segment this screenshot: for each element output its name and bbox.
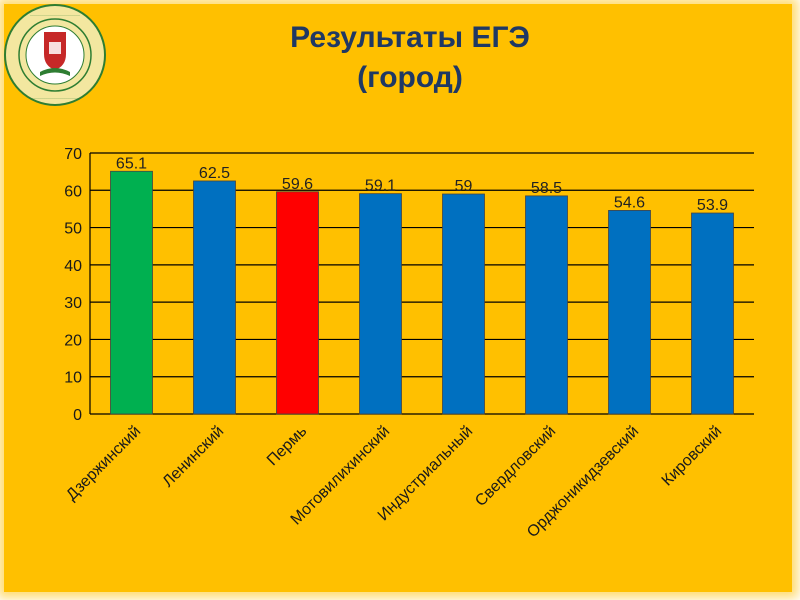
y-tick-label: 10: [64, 370, 82, 387]
svg-text:·························: ·························: [30, 96, 80, 102]
data-label: 59: [455, 178, 473, 195]
bar-8: [691, 212, 734, 415]
bar-7: [608, 210, 651, 415]
data-label: 62.5: [199, 165, 230, 182]
svg-text:·························: ·························: [30, 13, 80, 19]
data-label: 59.1: [365, 178, 396, 195]
x-category-label: Дзержинский: [63, 423, 144, 504]
data-label: 65.1: [116, 155, 147, 172]
x-category-label: Свердловский: [472, 423, 559, 510]
title-line-1: Результаты ЕГЭ: [290, 21, 530, 54]
bar-2: [193, 180, 236, 415]
y-tick-label: 70: [64, 146, 82, 163]
bar-4: [359, 193, 402, 415]
x-category-label: Ленинский: [160, 423, 228, 491]
data-label: 54.6: [614, 194, 645, 211]
y-tick-label: 40: [64, 258, 82, 275]
data-label: 53.9: [697, 197, 728, 214]
x-category-label: Пермь: [264, 423, 310, 469]
y-tick-label: 60: [64, 183, 82, 200]
y-tick-label: 30: [64, 295, 82, 312]
data-label: 59.6: [282, 176, 313, 193]
y-tick-label: 20: [64, 332, 82, 349]
bar-3: [276, 191, 319, 415]
y-tick-label: 50: [64, 221, 82, 238]
y-tick-label: 0: [73, 407, 82, 424]
x-category-label: Кировский: [659, 423, 726, 490]
bar-6: [525, 195, 568, 415]
bar-1: [110, 170, 153, 415]
data-label: 58.5: [531, 180, 562, 197]
title-line-2: (город): [357, 61, 463, 94]
education-department-emblem: ························· ··············…: [4, 4, 106, 106]
bar-5: [442, 193, 485, 415]
slide-title: Результаты ЕГЭ (город): [250, 18, 570, 98]
